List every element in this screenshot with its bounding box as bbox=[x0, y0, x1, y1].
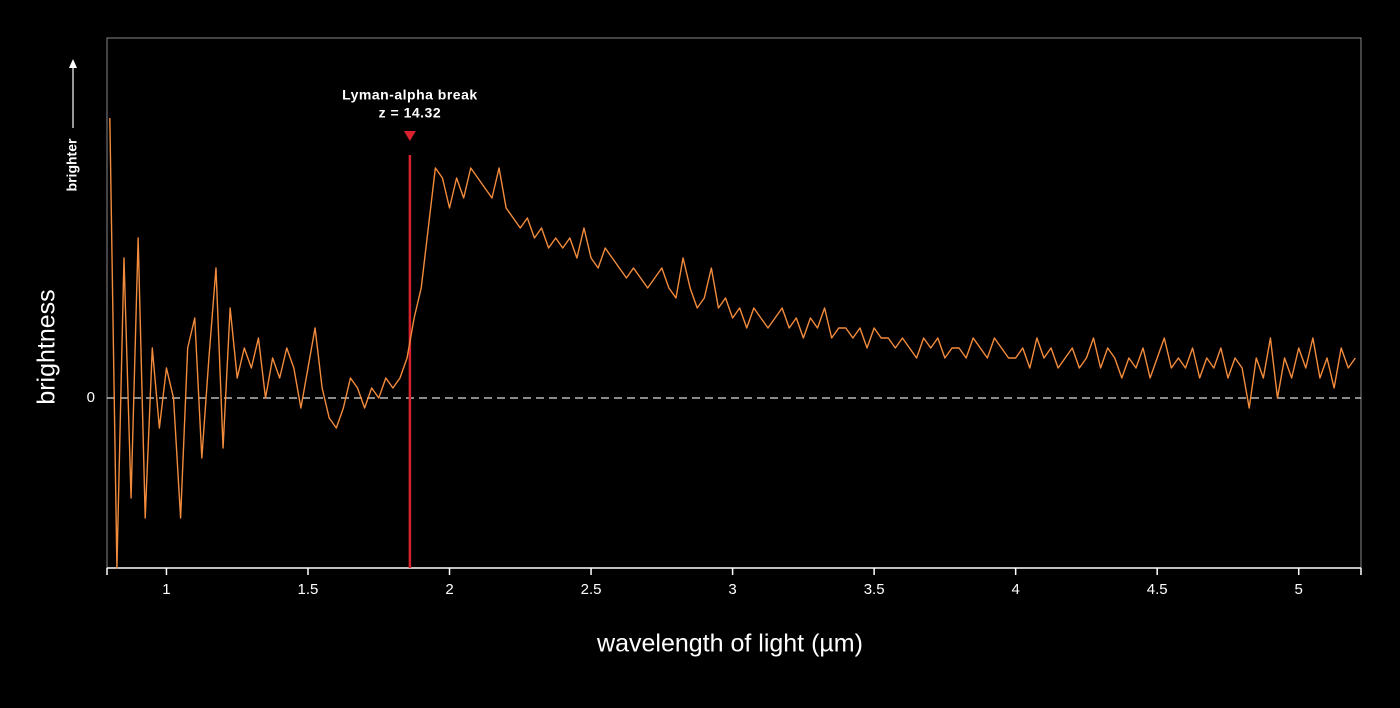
x-tick-label: 4 bbox=[1011, 581, 1019, 598]
x-tick-label: 3.5 bbox=[864, 581, 885, 598]
x-tick-label: 5 bbox=[1295, 581, 1303, 598]
y-axis-note: brighter bbox=[64, 138, 80, 191]
y-tick-label: 0 bbox=[87, 389, 95, 406]
x-tick-label: 2.5 bbox=[581, 581, 602, 598]
annotation-text: Lyman-alpha break bbox=[342, 87, 478, 103]
x-tick-label: 3 bbox=[728, 581, 736, 598]
y-axis-label: brightness bbox=[33, 289, 61, 404]
brighter-arrowhead bbox=[69, 59, 77, 68]
spectrum-line bbox=[109, 117, 1356, 569]
plot-frame bbox=[106, 37, 1362, 569]
x-axis-label: wavelength of light (µm) bbox=[596, 630, 863, 658]
annotation-marker bbox=[403, 131, 416, 141]
annotation-text: z = 14.32 bbox=[379, 105, 442, 121]
x-tick-label: 2 bbox=[445, 581, 453, 598]
x-tick-label: 1 bbox=[162, 581, 170, 598]
x-tick-label: 1.5 bbox=[298, 581, 319, 598]
x-tick-label: 4.5 bbox=[1147, 581, 1168, 598]
